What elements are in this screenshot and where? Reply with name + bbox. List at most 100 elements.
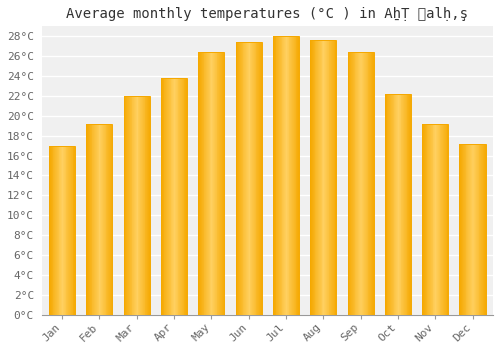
Bar [100,124,101,315]
Bar [331,40,332,315]
Bar [164,78,166,315]
Bar [96,124,97,315]
Bar [423,124,424,315]
Bar [92,124,94,315]
Bar [477,144,478,315]
Bar [90,124,92,315]
Bar [332,40,333,315]
Bar [397,94,398,315]
Bar [481,144,482,315]
Bar [201,52,202,315]
Bar [127,96,128,315]
Bar [61,146,62,315]
Bar [260,42,261,315]
Bar [129,96,130,315]
Bar [49,146,50,315]
Bar [58,146,59,315]
Bar [334,40,336,315]
Bar [88,124,89,315]
Bar [169,78,170,315]
Bar [463,144,464,315]
Bar [216,52,218,315]
Bar [49,146,75,315]
Bar [460,144,485,315]
Bar [98,124,100,315]
Bar [316,40,317,315]
Bar [358,52,359,315]
Bar [63,146,64,315]
Bar [200,52,201,315]
Bar [288,36,290,315]
Bar [326,40,327,315]
Bar [220,52,221,315]
Bar [148,96,149,315]
Bar [311,40,312,315]
Bar [429,124,430,315]
Bar [247,42,248,315]
Bar [240,42,241,315]
Bar [56,146,57,315]
Bar [181,78,182,315]
Bar [287,36,288,315]
Bar [57,146,58,315]
Bar [428,124,429,315]
Bar [426,124,428,315]
Bar [330,40,331,315]
Bar [97,124,98,315]
Bar [182,78,184,315]
Bar [198,52,224,315]
Bar [348,52,350,315]
Bar [280,36,281,315]
Bar [241,42,242,315]
Bar [210,52,212,315]
Bar [474,144,475,315]
Bar [55,146,56,315]
Bar [161,78,187,315]
Bar [294,36,296,315]
Bar [168,78,169,315]
Bar [464,144,466,315]
Bar [314,40,316,315]
Bar [174,78,175,315]
Bar [236,42,238,315]
Bar [198,52,199,315]
Bar [273,36,274,315]
Bar [52,146,54,315]
Bar [167,78,168,315]
Bar [207,52,208,315]
Bar [313,40,314,315]
Bar [218,52,219,315]
Bar [385,94,386,315]
Bar [124,96,126,315]
Bar [221,52,222,315]
Bar [258,42,259,315]
Bar [319,40,320,315]
Bar [147,96,148,315]
Bar [461,144,462,315]
Bar [438,124,440,315]
Bar [400,94,402,315]
Bar [431,124,432,315]
Bar [180,78,181,315]
Bar [144,96,146,315]
Bar [95,124,96,315]
Bar [134,96,135,315]
Bar [483,144,484,315]
Bar [213,52,214,315]
Bar [446,124,448,315]
Bar [62,146,63,315]
Bar [422,124,448,315]
Bar [236,42,262,315]
Bar [136,96,138,315]
Bar [215,52,216,315]
Bar [480,144,481,315]
Bar [409,94,410,315]
Bar [462,144,463,315]
Bar [394,94,396,315]
Bar [259,42,260,315]
Bar [104,124,106,315]
Bar [143,96,144,315]
Bar [285,36,286,315]
Bar [204,52,206,315]
Bar [172,78,173,315]
